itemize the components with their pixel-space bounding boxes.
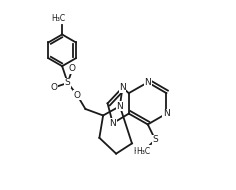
Text: H: H <box>134 147 139 156</box>
Text: H₃C: H₃C <box>51 14 65 23</box>
Text: O: O <box>74 90 80 100</box>
Text: N: N <box>119 83 126 92</box>
Text: O: O <box>69 64 76 73</box>
Text: N: N <box>110 119 116 128</box>
Text: N: N <box>144 78 151 87</box>
Text: H₃C: H₃C <box>136 147 150 156</box>
Text: N: N <box>163 109 170 118</box>
Text: N: N <box>117 102 123 111</box>
Text: S: S <box>65 78 71 87</box>
Text: O: O <box>50 83 57 92</box>
Text: $_3$C: $_3$C <box>142 146 153 158</box>
Text: S: S <box>152 135 158 144</box>
